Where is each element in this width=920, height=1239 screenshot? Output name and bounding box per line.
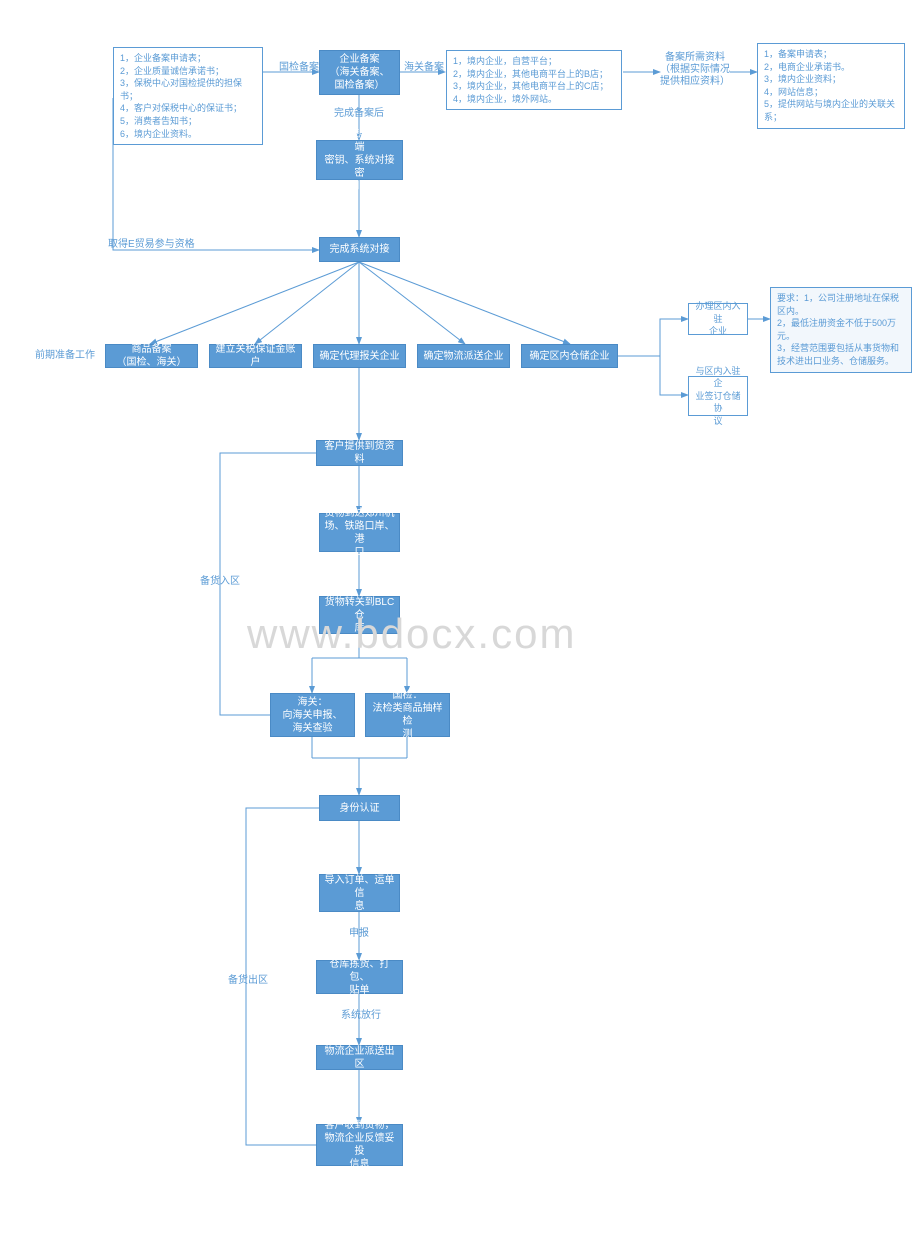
n9a-text: 海关： 向海关申报、 海关查验 — [283, 696, 343, 735]
node-import-order: 导入订单、运单信 息 — [319, 874, 400, 912]
info-right: 1，备案申请表； 2，电商企业承诺书。 3，境内企业资料； 4，网站信息； 5，… — [757, 43, 905, 129]
info-right-text: 1，备案申请表； 2，电商企业承诺书。 3，境内企业资料； 4，网站信息； 5，… — [764, 49, 895, 122]
n12-text: 仓库拣货、打包、 贴单 — [321, 958, 398, 997]
n10-text: 身份认证 — [340, 802, 380, 815]
label-beian-req: 备案所需资料 （根据实际情况 提供相应资料） — [660, 52, 730, 88]
label-guojian: 国检备案 — [279, 62, 319, 74]
info-left-text: 1，企业备案申请表； 2，企业质量诚信承诺书； 3，保税中心对国检提供的担保书；… — [120, 53, 242, 139]
node-feedback: 客户收到货物， 物流企业反馈妥投 信息 — [316, 1124, 403, 1166]
n9b-text: 国检： 法检类商品抽样检 测 — [370, 689, 445, 741]
node-inspection: 国检： 法检类商品抽样检 测 — [365, 693, 450, 737]
node-agent-customs: 确定代理报关企业 — [313, 344, 406, 368]
n4d-text: 确定物流派送企业 — [424, 350, 504, 363]
info-req-text: 要求：1，公司注册地址在保税 区内。 2，最低注册资金不低于500万 元。 3，… — [777, 293, 899, 366]
label-shenbao: 申报 — [349, 928, 369, 940]
n4e-text: 确定区内仓储企业 — [530, 350, 610, 363]
info-mid-text: 1，境内企业，自营平台； 2，境内企业，其他电商平台上的B店； 3，境内企业，其… — [453, 56, 609, 104]
node-pick-pack: 仓库拣货、打包、 贴单 — [316, 960, 403, 994]
n3-text: 完成系统对接 — [330, 243, 390, 256]
node-company-filing: 企业备案 （海关备案、 国检备案） — [319, 50, 400, 95]
node-transfer-blc: 货物转关到BLC仓 库 — [319, 596, 400, 634]
node-tax-account: 建立关税保证金账 户 — [209, 344, 302, 368]
label-beihuo-out: 备货出区 — [228, 975, 268, 987]
n1-text: 企业备案 （海关备案、 国检备案） — [330, 53, 390, 92]
label-haiguan: 海关备案 — [404, 62, 444, 74]
label-xitong: 系统放行 — [341, 1010, 381, 1022]
node-zone-contract: 与区内入驻企 业签订仓储协 议 — [688, 376, 748, 416]
n4c-text: 确定代理报关企业 — [320, 350, 400, 363]
node-id-auth: 身份认证 — [319, 795, 400, 821]
info-left: 1，企业备案申请表； 2，企业质量诚信承诺书； 3，保税中心对国检提供的担保书；… — [113, 47, 263, 145]
node-arrive: 货物到达郑州机 场、铁路口岸、港 口 — [319, 513, 400, 552]
node-product-filing: 商品备案 （国检、海关） — [105, 344, 198, 368]
n7-text: 货物到达郑州机 场、铁路口岸、港 口 — [324, 507, 395, 559]
label-qude: 取得E贸易参与资格 — [108, 239, 195, 251]
label-wanhou: 完成备案后 — [334, 108, 384, 120]
node-get-key: 领取密钥（电商端 密钥、系统对接密 钥） — [316, 140, 403, 180]
n6-text: 客户提供到货资料 — [321, 440, 398, 466]
node-deliver-out: 物流企业派送出区 — [316, 1045, 403, 1070]
n5a-text: 办理区内入驻 企业 — [695, 300, 741, 338]
n14-text: 客户收到货物， 物流企业反馈妥投 信息 — [321, 1119, 398, 1171]
n5b-text: 与区内入驻企 业签订仓储协 议 — [695, 365, 741, 428]
node-customer-data: 客户提供到货资料 — [316, 440, 403, 466]
node-warehouse: 确定区内仓储企业 — [521, 344, 618, 368]
n8-text: 货物转关到BLC仓 库 — [324, 596, 395, 635]
info-requirements: 要求：1，公司注册地址在保税 区内。 2，最低注册资金不低于500万 元。 3，… — [770, 287, 912, 373]
n11-text: 导入订单、运单信 息 — [324, 874, 395, 913]
n4b-text: 建立关税保证金账 户 — [216, 343, 296, 369]
n4a-text: 商品备案 （国检、海关） — [117, 343, 187, 369]
node-zone-enter: 办理区内入驻 企业 — [688, 303, 748, 335]
n13-text: 物流企业派送出区 — [321, 1045, 398, 1071]
label-beihuo-in: 备货入区 — [200, 576, 240, 588]
node-logistics: 确定物流派送企业 — [417, 344, 510, 368]
n2-text: 领取密钥（电商端 密钥、系统对接密 钥） — [321, 128, 398, 193]
label-qianqi: 前期准备工作 — [35, 350, 95, 362]
node-system-dock: 完成系统对接 — [319, 237, 400, 262]
info-mid: 1，境内企业，自营平台； 2，境内企业，其他电商平台上的B店； 3，境内企业，其… — [446, 50, 622, 110]
watermark: www.bdocx.com — [247, 610, 576, 658]
node-customs-check: 海关： 向海关申报、 海关查验 — [270, 693, 355, 737]
